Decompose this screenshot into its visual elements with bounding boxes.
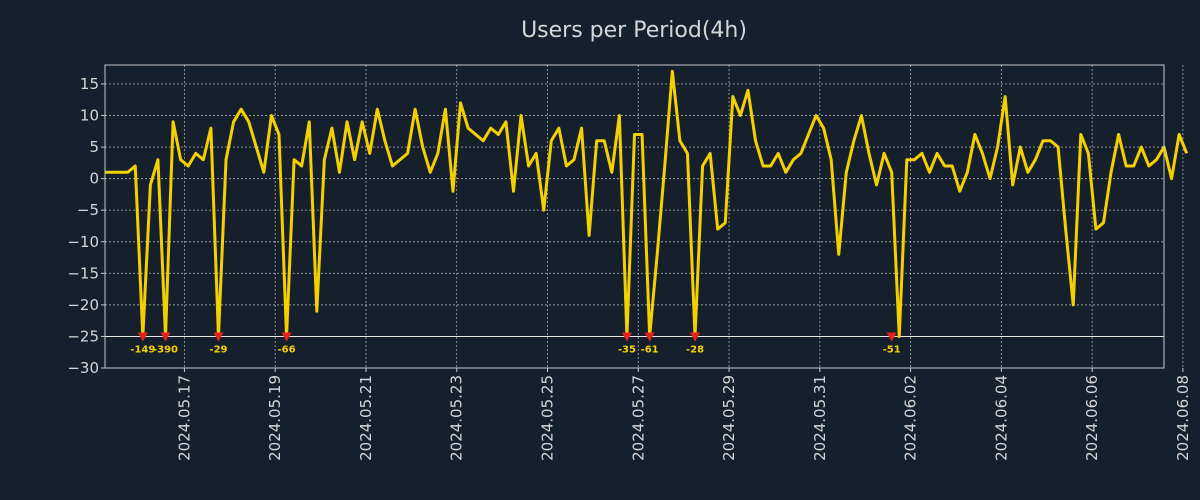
y-axis-ticks: 15 10 5 0 −5 −10 −15 −20 −25 −30 [67, 75, 105, 377]
x-tick-label: 2024.06.08 [1174, 375, 1192, 461]
clip-marker [281, 332, 292, 342]
plot-frame [104, 64, 1165, 369]
clip-marker [644, 332, 655, 342]
clip-value-label: -35 [618, 344, 636, 355]
chart-title: Users per Period(4h) [521, 18, 747, 43]
series-line-users [105, 69, 1189, 338]
clip-marker [621, 332, 632, 342]
clip-value-label: -29 [209, 344, 227, 355]
clip-value-label: -28 [686, 344, 704, 355]
y-tick-label: −10 [67, 233, 99, 251]
x-tick-label: 2024.05.31 [811, 375, 829, 461]
x-tick-label: 2024.05.27 [629, 375, 647, 461]
x-tick-label: 2024.06.02 [902, 375, 920, 461]
x-axis-ticks: 2024.05.17 2024.05.19 2024.05.21 2024.05.23… [175, 368, 1192, 461]
clip-value-label: -51 [883, 344, 901, 355]
x-tick-label: 2024.05.25 [539, 375, 557, 461]
clip-marker [690, 332, 701, 342]
y-tick-label: −20 [67, 296, 99, 314]
clip-value-label: -149 [130, 344, 155, 355]
y-tick-label: −25 [67, 327, 99, 345]
clip-marker [213, 332, 224, 342]
y-tick-label: 10 [80, 107, 99, 125]
clip-marker [137, 332, 148, 342]
clip-value-label: -390 [153, 344, 178, 355]
y-tick-label: −5 [77, 201, 99, 219]
series-layer [105, 69, 1189, 338]
y-tick-label: 15 [80, 75, 99, 93]
x-tick-label: 2024.06.06 [1083, 375, 1101, 461]
x-tick-label: 2024.06.04 [992, 375, 1010, 461]
y-tick-label: 5 [89, 138, 99, 156]
clip-value-label: -66 [278, 344, 296, 355]
x-tick-label: 2024.05.19 [266, 375, 284, 461]
x-tick-label: 2024.05.21 [357, 375, 375, 461]
clip-marker [160, 332, 171, 342]
x-tick-label: 2024.05.17 [175, 375, 193, 461]
x-tick-label: 2024.05.23 [448, 375, 466, 461]
x-tick-label: 2024.05.29 [720, 375, 738, 461]
clip-value-label: -61 [641, 344, 659, 355]
clip-marker [886, 332, 897, 342]
clip-markers: -149-390 -29 -66 -35 -61 -28 -51 [130, 332, 901, 355]
y-tick-label: −30 [67, 359, 99, 377]
y-tick-label: 0 [89, 170, 99, 188]
y-tick-label: −15 [67, 264, 99, 282]
